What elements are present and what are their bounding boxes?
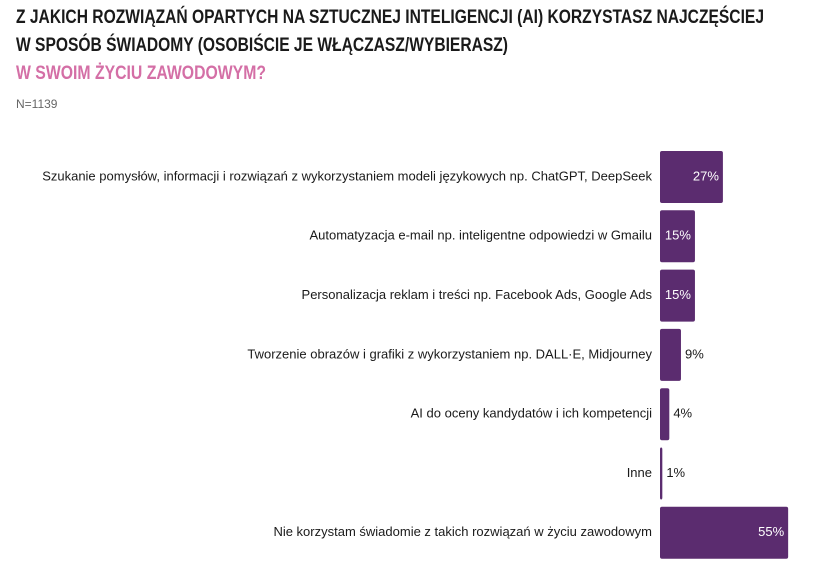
bar — [660, 506, 789, 559]
chart-title-line: W SWOIM ŻYCIU ZAWODOWYM? — [16, 63, 266, 84]
value-label: 15% — [665, 287, 691, 302]
bar — [660, 151, 723, 203]
category-label: Automatyzacja e-mail np. inteligentne od… — [309, 228, 652, 243]
bar — [660, 328, 681, 381]
bar — [660, 269, 695, 322]
category-label: Nie korzystam świadomie z takich rozwiąz… — [273, 524, 652, 539]
value-label: 9% — [685, 346, 704, 361]
chart-subtitle: N=1139 — [16, 97, 58, 111]
value-label: 4% — [673, 406, 692, 421]
category-label: AI do oceny kandydatów i ich kompetencji — [411, 406, 652, 421]
value-label: 15% — [665, 228, 691, 243]
bar — [660, 388, 670, 441]
chart-title-line: Z JAKICH ROZWIĄZAŃ OPARTYCH NA SZTUCZNEJ… — [16, 6, 764, 28]
bar — [660, 210, 695, 263]
category-label: Inne — [627, 465, 652, 480]
category-label: Personalizacja reklam i treści np. Faceb… — [302, 287, 653, 302]
value-label: 55% — [758, 524, 784, 539]
value-label: 1% — [666, 465, 685, 480]
category-label: Tworzenie obrazów i grafiki z wykorzysta… — [247, 346, 652, 361]
bar — [660, 447, 663, 500]
value-label: 27% — [693, 168, 719, 183]
category-label: Szukanie pomysłów, informacji i rozwiąza… — [42, 168, 652, 183]
chart-title-line: W SPOSÓB ŚWIADOMY (OSOBIŚCIE JE WŁĄCZASZ… — [16, 34, 508, 56]
